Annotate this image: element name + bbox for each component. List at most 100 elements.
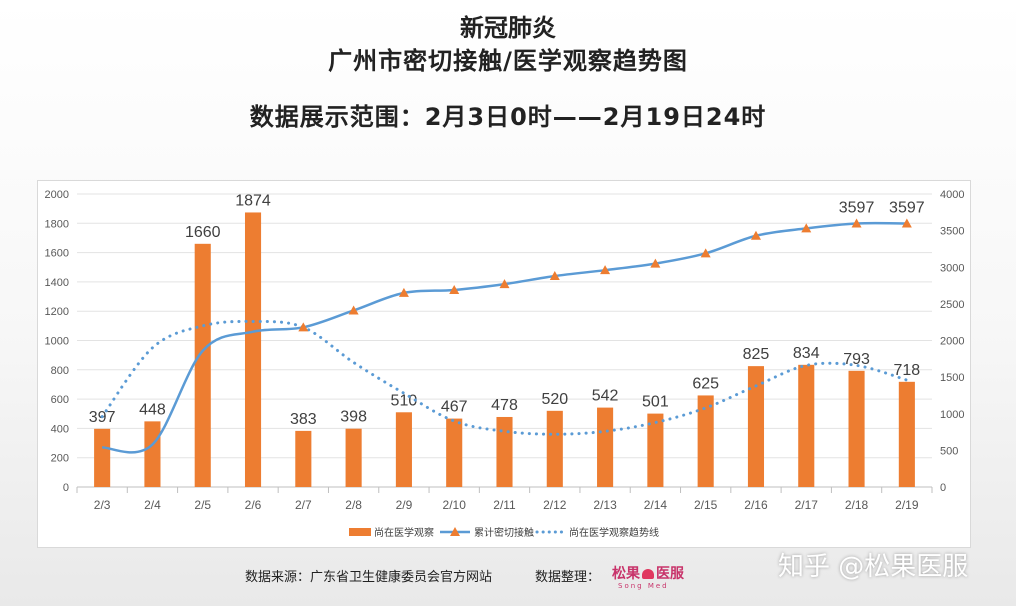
x-tick-label: 2/15 bbox=[694, 498, 718, 512]
y-right-tick-label: 500 bbox=[940, 445, 958, 457]
brand-logo: 松果 医服 bbox=[612, 563, 684, 583]
x-tick-label: 2/6 bbox=[245, 498, 262, 512]
bar bbox=[194, 243, 211, 487]
bar-value-label: 825 bbox=[743, 346, 770, 363]
y-left-tick-label: 600 bbox=[51, 394, 69, 406]
x-tick-label: 2/16 bbox=[744, 498, 768, 512]
y-left-tick-label: 1600 bbox=[45, 248, 69, 260]
brand-name-b: 医服 bbox=[656, 566, 684, 582]
y-left-tick-label: 2000 bbox=[45, 189, 69, 201]
chart-title-line1: 新冠肺炎 bbox=[460, 14, 556, 42]
bar bbox=[144, 421, 161, 487]
legend-trend-label: 尚在医学观察趋势线 bbox=[569, 526, 659, 539]
y-right-tick-label: 1000 bbox=[940, 409, 964, 421]
cumulative-marker bbox=[449, 284, 460, 294]
x-tick-label: 2/9 bbox=[396, 498, 413, 512]
y-left-tick-label: 0 bbox=[63, 482, 69, 494]
y-right-tick-label: 2000 bbox=[940, 336, 964, 348]
bar bbox=[898, 381, 915, 487]
bar-value-label: 478 bbox=[491, 397, 518, 414]
bar bbox=[747, 366, 765, 487]
heart-icon bbox=[642, 569, 654, 579]
cumulative-marker bbox=[298, 322, 309, 332]
bar bbox=[446, 418, 463, 487]
x-tick-label: 2/17 bbox=[795, 498, 819, 512]
cumulative-value-label: 3597 bbox=[889, 200, 925, 217]
legend-bar-label: 尚在医学观察 bbox=[374, 526, 434, 539]
data-range-label: 数据展示范围：2月3日0时——2月19日24时 bbox=[249, 103, 767, 131]
y-right-tick-label: 4000 bbox=[940, 189, 964, 201]
y-right-tick-label: 3500 bbox=[940, 226, 964, 238]
x-tick-label: 2/7 bbox=[295, 498, 312, 512]
bar bbox=[848, 370, 865, 487]
cumulative-line bbox=[102, 221, 907, 454]
y-right-tick-label: 3000 bbox=[940, 262, 964, 274]
bar bbox=[647, 413, 664, 487]
x-tick-label: 2/13 bbox=[593, 498, 617, 512]
cumulative-marker bbox=[600, 265, 611, 275]
bar-value-label: 501 bbox=[642, 394, 669, 411]
y-right-tick-label: 2500 bbox=[940, 299, 964, 311]
y-left-tick-label: 800 bbox=[51, 365, 69, 377]
bar bbox=[94, 428, 111, 487]
y-left-tick-label: 1000 bbox=[45, 336, 69, 348]
watermark: 知乎 @松果医服 bbox=[778, 552, 969, 582]
data-organizer-label: 数据整理： bbox=[535, 570, 601, 585]
x-tick-label: 2/3 bbox=[94, 498, 111, 512]
bar-value-label: 398 bbox=[340, 409, 367, 426]
cumulative-marker bbox=[700, 248, 711, 258]
cumulative-marker bbox=[398, 287, 409, 297]
cumulative-value-label: 3597 bbox=[839, 200, 875, 217]
cumulative-marker bbox=[851, 218, 862, 228]
y-left-tick-label: 1200 bbox=[45, 306, 69, 318]
bar-value-label: 625 bbox=[692, 375, 719, 392]
legend-line-marker bbox=[450, 527, 460, 536]
cumulative-marker bbox=[901, 218, 912, 228]
x-tick-label: 2/12 bbox=[543, 498, 567, 512]
bar-value-label: 834 bbox=[793, 345, 820, 362]
x-tick-label: 2/18 bbox=[845, 498, 869, 512]
cumulative-marker bbox=[650, 258, 661, 268]
bar-value-label: 1660 bbox=[185, 224, 221, 241]
bar-value-label: 520 bbox=[541, 391, 568, 408]
y-right-tick-label: 0 bbox=[940, 482, 946, 494]
brand-name-a: 松果 bbox=[612, 566, 640, 582]
x-tick-label: 2/5 bbox=[194, 498, 211, 512]
cumulative-marker bbox=[549, 271, 560, 281]
bar bbox=[295, 430, 312, 487]
bar bbox=[244, 212, 262, 488]
x-tick-label: 2/11 bbox=[493, 498, 516, 512]
y-right-tick-label: 1500 bbox=[940, 372, 964, 384]
bar-value-label: 1874 bbox=[235, 192, 271, 209]
x-tick-label: 2/19 bbox=[895, 498, 919, 512]
legend-line-label: 累计密切接触 bbox=[474, 526, 534, 539]
cumulative-marker bbox=[499, 279, 510, 289]
cumulative-marker bbox=[348, 305, 359, 315]
y-left-tick-label: 1400 bbox=[45, 277, 69, 289]
bar bbox=[395, 412, 412, 487]
cumulative-marker bbox=[801, 223, 812, 233]
data-source-text: 数据来源：广东省卫生健康委员会官方网站 bbox=[245, 570, 493, 585]
chart-plot: 0 200 400 600 800 1000 1200 1400 1600 1800 2000 0 50… bbox=[45, 189, 965, 539]
legend-bar-swatch bbox=[349, 528, 371, 536]
x-tick-label: 2/4 bbox=[144, 498, 161, 512]
cumulative-marker bbox=[750, 230, 761, 240]
brand-subtitle: Song Med bbox=[618, 582, 669, 590]
bar-value-label: 448 bbox=[139, 401, 166, 418]
bar-value-label: 542 bbox=[592, 388, 619, 405]
y-left-tick-label: 400 bbox=[51, 423, 69, 435]
y-left-tick-label: 1800 bbox=[45, 218, 69, 230]
x-tick-label: 2/8 bbox=[345, 498, 362, 512]
bar bbox=[798, 364, 815, 487]
trend-line bbox=[100, 319, 909, 436]
bar bbox=[546, 410, 563, 487]
bar bbox=[345, 428, 362, 487]
bar bbox=[597, 407, 614, 487]
title-block: 新冠肺炎 广州市密切接触/医学观察趋势图 数据展示范围：2月3日0时——2月19… bbox=[0, 12, 1016, 134]
x-tick-label: 2/14 bbox=[644, 498, 668, 512]
bar-value-label: 467 bbox=[441, 399, 468, 416]
bar bbox=[697, 395, 714, 487]
y-left-tick-label: 200 bbox=[51, 453, 69, 465]
bar-value-label: 718 bbox=[894, 362, 921, 379]
chart-title-line2: 广州市密切接触/医学观察趋势图 bbox=[328, 47, 688, 75]
